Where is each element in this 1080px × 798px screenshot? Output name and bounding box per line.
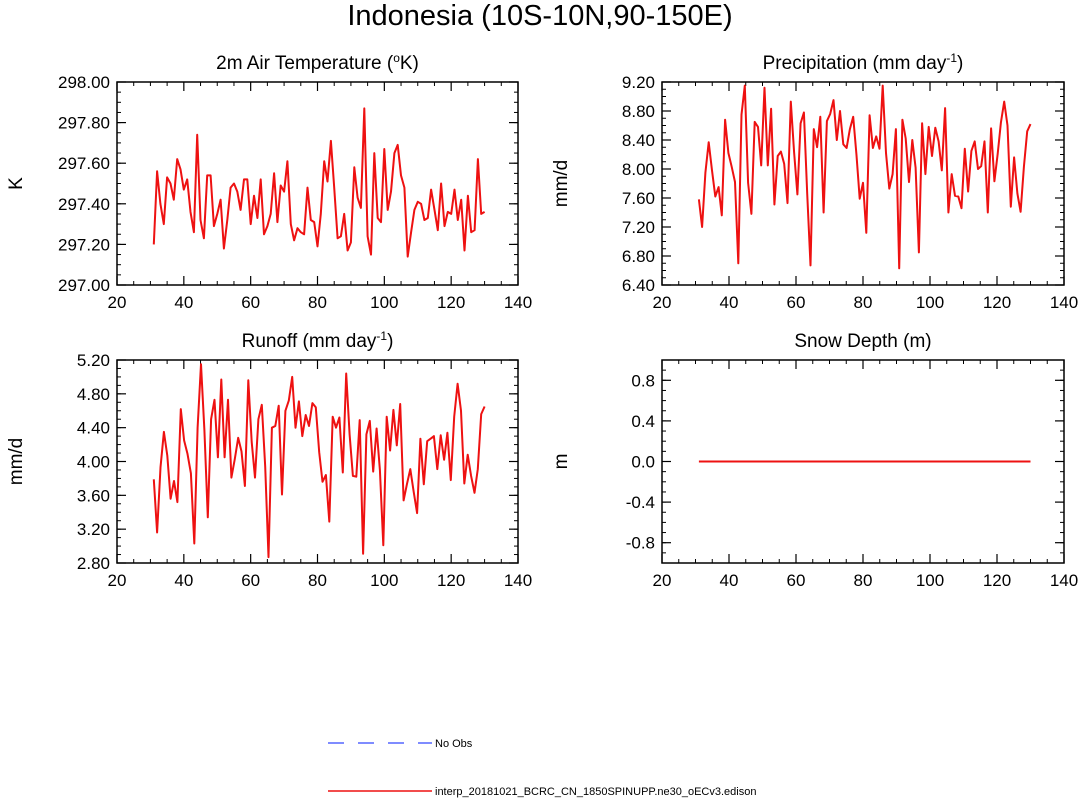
y-tick-label: 0.0 xyxy=(631,453,655,472)
y-tick-label: 298.00 xyxy=(58,73,110,92)
panel-title-superscript: -1 xyxy=(376,329,387,343)
panel-title-superscript: o xyxy=(393,51,400,65)
x-tick-label: 140 xyxy=(1050,571,1078,590)
y-tick-label: 8.40 xyxy=(622,131,655,150)
x-tick-label: 100 xyxy=(370,571,398,590)
y-axis-label: m xyxy=(551,454,572,470)
y-tick-label: 4.00 xyxy=(77,453,110,472)
x-tick-label: 140 xyxy=(504,571,532,590)
panel-title: Precipitation (mm day-1) xyxy=(763,51,964,74)
panel-title-main: Runoff (mm day xyxy=(242,331,377,352)
figure-title: Indonesia (10S-10N,90-150E) xyxy=(347,0,733,32)
legend-model-label: interp_20181021_BCRC_CN_1850SPINUPP.ne30… xyxy=(435,786,756,798)
y-tick-label: 297.40 xyxy=(58,195,110,214)
x-tick-label: 20 xyxy=(653,293,672,312)
panel-title-tail: ) xyxy=(957,53,963,74)
panel-title-tail: K) xyxy=(400,53,419,74)
x-tick-label: 100 xyxy=(370,293,398,312)
x-tick-label: 80 xyxy=(854,571,873,590)
series-line-precip xyxy=(697,84,1032,270)
x-tick-label: 120 xyxy=(983,571,1011,590)
y-tick-label: 6.80 xyxy=(622,247,655,266)
panel-title-main: Precipitation (mm day xyxy=(763,53,947,74)
panel-title: 2m Air Temperature (oK) xyxy=(216,51,419,74)
x-tick-label: 40 xyxy=(720,293,739,312)
x-tick-label: 40 xyxy=(174,293,193,312)
legend: No Obs interp_20181021_BCRC_CN_1850SPINUP… xyxy=(328,738,756,798)
x-tick-label: 20 xyxy=(108,571,127,590)
y-axis-label: K xyxy=(6,177,27,190)
x-tick-label: 40 xyxy=(720,571,739,590)
y-tick-label: 297.60 xyxy=(58,154,110,173)
legend-obs-label: No Obs xyxy=(435,738,473,750)
y-tick-label: 8.80 xyxy=(622,102,655,121)
y-tick-label: 3.60 xyxy=(77,486,110,505)
panel-temp: 2m Air Temperature (oK) K 20 40 60 80 100 120 14… xyxy=(6,51,532,312)
x-tick-label: 120 xyxy=(983,293,1011,312)
y-tick-label: 0.4 xyxy=(631,412,655,431)
x-tick-label: 40 xyxy=(174,571,193,590)
x-tick-label: 120 xyxy=(437,571,465,590)
panel-title-main: Snow Depth (m) xyxy=(794,331,931,352)
series-line-runoff xyxy=(152,363,486,559)
x-tick-label: 20 xyxy=(653,571,672,590)
y-tick-label: -0.8 xyxy=(626,534,655,553)
x-tick-label: 140 xyxy=(504,293,532,312)
x-tick-label: 120 xyxy=(437,293,465,312)
y-tick-label: 7.60 xyxy=(622,189,655,208)
panel-snow: Snow Depth (m) m 20 40 60 80 100 120 140 -0.8 -0.4… xyxy=(551,331,1078,590)
y-tick-label: 8.00 xyxy=(622,160,655,179)
panel-title-superscript: -1 xyxy=(946,51,957,65)
y-tick-label: 2.80 xyxy=(77,554,110,573)
plot-frame xyxy=(116,81,519,286)
y-tick-label: -0.4 xyxy=(626,493,655,512)
y-tick-label: 9.20 xyxy=(622,73,655,92)
x-tick-label: 60 xyxy=(787,293,806,312)
x-tick-label: 80 xyxy=(308,293,327,312)
y-tick-label: 0.8 xyxy=(631,371,655,390)
y-tick-label: 297.00 xyxy=(58,276,110,295)
y-tick-label: 5.20 xyxy=(77,351,110,370)
y-tick-label: 4.40 xyxy=(77,419,110,438)
y-tick-label: 6.40 xyxy=(622,276,655,295)
panel-title: Runoff (mm day-1) xyxy=(242,329,394,352)
x-tick-label: 60 xyxy=(241,571,260,590)
panel-title: Snow Depth (m) xyxy=(794,331,931,352)
x-tick-label: 80 xyxy=(854,293,873,312)
x-tick-label: 60 xyxy=(787,571,806,590)
x-tick-label: 100 xyxy=(916,571,944,590)
x-tick-label: 20 xyxy=(108,293,127,312)
y-tick-label: 4.80 xyxy=(77,385,110,404)
panel-title-main: 2m Air Temperature ( xyxy=(216,53,394,74)
x-tick-label: 100 xyxy=(916,293,944,312)
y-tick-label: 297.20 xyxy=(58,235,110,254)
series-line-temp xyxy=(152,107,486,258)
y-tick-label: 3.20 xyxy=(77,520,110,539)
y-axis-label: mm/d xyxy=(551,160,572,208)
panel-runoff: Runoff (mm day-1) mm/d 20 40 60 80 100 120 140 2.… xyxy=(6,329,532,590)
y-tick-label: 7.20 xyxy=(622,218,655,237)
x-tick-label: 80 xyxy=(308,571,327,590)
panel-precip: Precipitation (mm day-1) mm/d 20 40 60 80 100 1… xyxy=(551,51,1078,312)
x-tick-label: 140 xyxy=(1050,293,1078,312)
x-tick-label: 60 xyxy=(241,293,260,312)
y-tick-label: 297.80 xyxy=(58,114,110,133)
panel-title-tail: ) xyxy=(387,331,393,352)
y-axis-label: mm/d xyxy=(6,438,27,486)
